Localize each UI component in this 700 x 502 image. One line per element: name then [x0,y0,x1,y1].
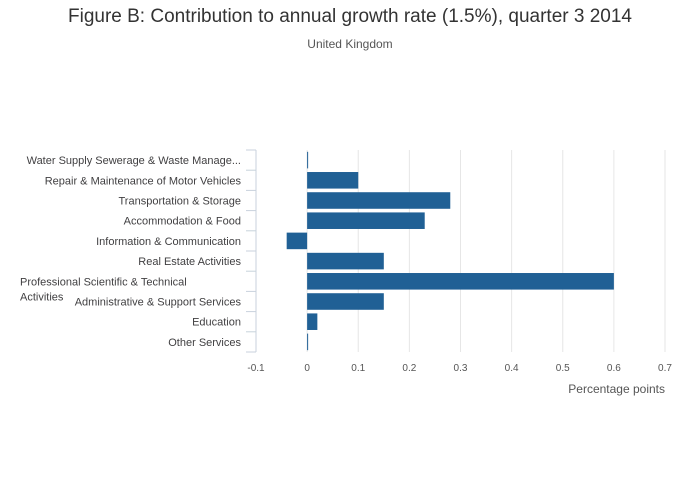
x-tick-label: 0.2 [402,363,416,374]
bar[interactable] [307,252,384,270]
x-tick-label: 0.7 [658,363,672,374]
chart-title: Figure B: Contribution to annual growth … [68,6,632,27]
x-tick-label: 0 [304,363,310,374]
bars [286,151,614,351]
bar[interactable] [307,192,451,209]
bar[interactable] [307,313,318,330]
category-label: Repair & Maintenance of Motor Vehicles [45,175,242,187]
x-tick-label: 0.3 [454,363,468,374]
x-axis-title: Percentage points [568,382,665,396]
category-label: Other Services [168,337,241,349]
category-label: Accommodation & Food [124,216,241,228]
bar[interactable] [307,293,384,310]
chart-subtitle: United Kingdom [307,37,393,51]
bar[interactable] [307,151,309,169]
x-tick-label: 0.5 [556,363,570,374]
x-tick-labels: -0.1 0 0.1 0.2 0.3 0.4 0.5 0.6 0.7 [247,363,672,374]
category-label: Education [192,317,241,329]
category-label: Real Estate Activities [138,256,241,268]
x-tick-label: 0.4 [505,363,519,374]
x-tick-label: 0.6 [607,363,621,374]
x-tick-label: 0.1 [351,363,365,374]
category-label: Administrative & Support Services [75,297,242,309]
bar[interactable] [307,212,425,229]
bar[interactable] [307,273,614,290]
bar[interactable] [307,172,359,189]
category-labels: Water Supply Sewerage & Waste Manage... R… [20,155,241,349]
x-tick-label: -0.1 [247,363,265,374]
category-label: Professional Scientific & Technical Activ… [20,276,187,303]
bar[interactable] [286,232,308,250]
category-label: Transportation & Storage [119,196,242,208]
category-label: Information & Communication [96,236,241,248]
category-label: Water Supply Sewerage & Waste Manage... [27,155,241,167]
bar[interactable] [307,333,309,351]
